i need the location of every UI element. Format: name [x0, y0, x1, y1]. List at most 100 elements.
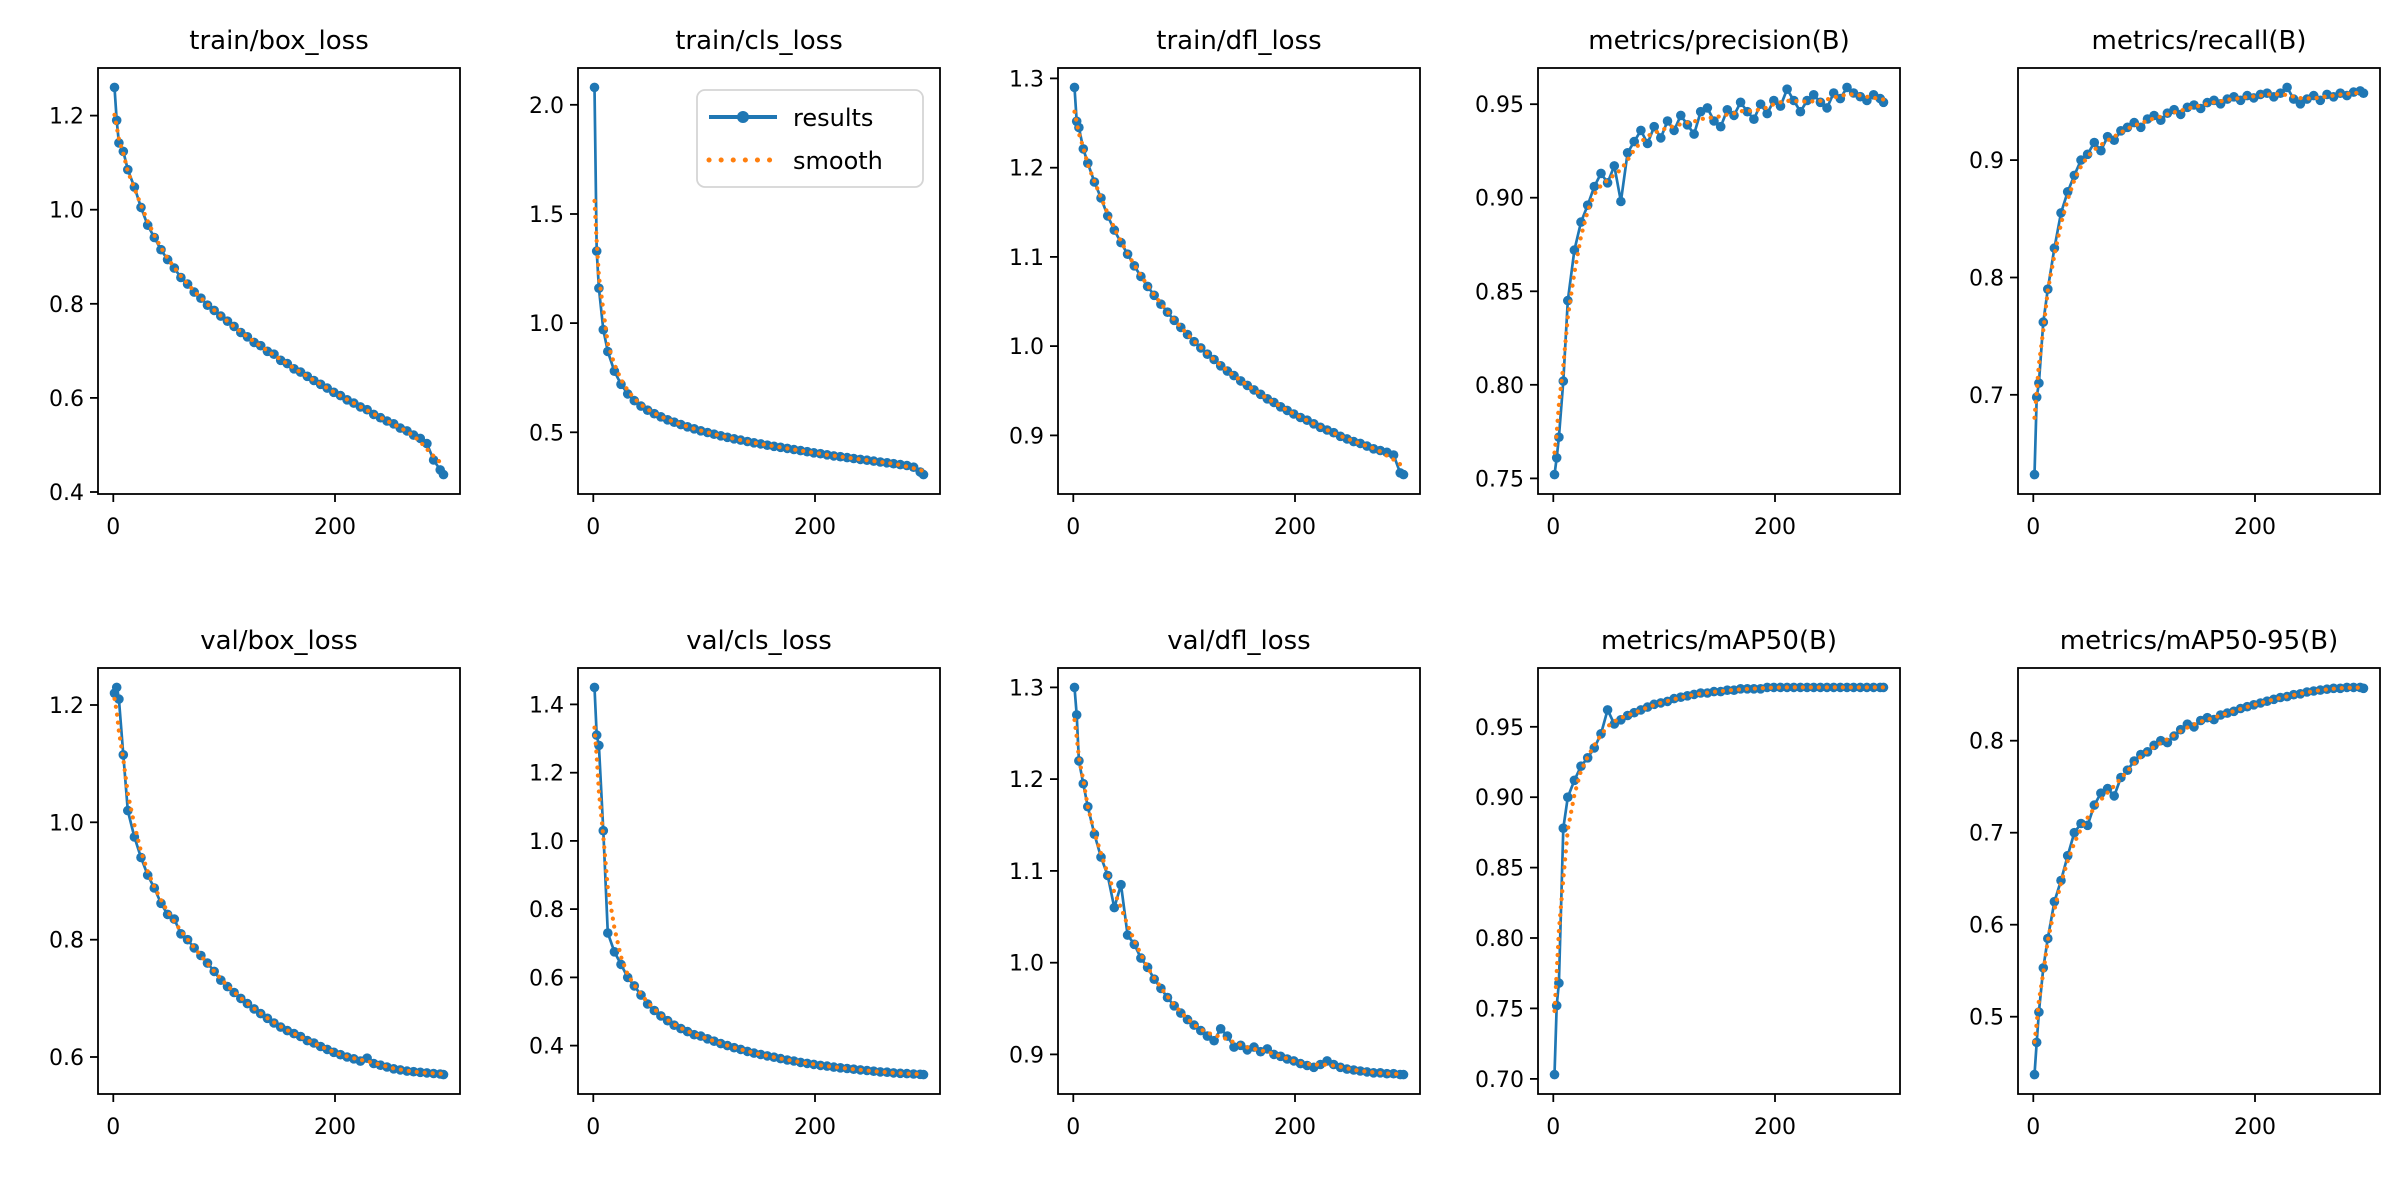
plot-border	[97, 667, 461, 1095]
y-tick-label: 0.6	[49, 1046, 84, 1071]
y-tick-label: 0.9	[1009, 1043, 1044, 1068]
y-tick-label: 0.8	[529, 898, 564, 923]
metrics-precision-chart: 0.75 0.80 0.85 0.90 0.95 0 200	[1475, 67, 1901, 540]
y-tick-label: 0.5	[1969, 1006, 2004, 1031]
y-tick-label: 1.1	[1009, 246, 1044, 271]
plot-border	[1057, 667, 1421, 1095]
y-tick-label: 1.2	[49, 105, 84, 130]
y-tick-label: 0.90	[1475, 187, 1524, 212]
plot-border	[577, 667, 941, 1095]
x-tick-label: 200	[1274, 1115, 1316, 1140]
results-markers	[109, 82, 449, 480]
x-tick-label: 200	[314, 515, 356, 540]
y-tick-label: 1.0	[529, 830, 564, 855]
x-tick-label: 200	[314, 1115, 356, 1140]
x-tick-label: 0	[586, 1115, 600, 1140]
y-tick-label: 0.75	[1475, 467, 1524, 492]
y-tick-label: 0.6	[529, 966, 564, 991]
y-tick-label: 0.5	[529, 421, 564, 446]
y-tick-label: 1.2	[49, 694, 84, 719]
x-tick-label: 0	[586, 515, 600, 540]
results-markers	[109, 682, 449, 1080]
y-tick-label: 0.8	[1969, 730, 2004, 755]
smooth-line	[112, 696, 446, 1077]
val-box-loss-chart: 0.6 0.8 1.0 1.2 0 200	[49, 667, 461, 1140]
x-tick-label: 200	[1754, 515, 1796, 540]
chart-cell-train-dfl-loss: train/dfl_loss 0.9 1.0 1.1 1.2 1.3 0 200	[960, 0, 1440, 600]
x-tick-label: 200	[1274, 515, 1316, 540]
y-tick-label: 1.2	[1009, 768, 1044, 793]
smooth-line	[592, 198, 926, 474]
x-tick-label: 0	[106, 1115, 120, 1140]
smooth-line	[1552, 92, 1886, 455]
x-tick-label: 0	[2026, 1115, 2040, 1140]
plot-border	[2017, 67, 2381, 495]
chart-cell-val-box-loss: val/box_loss 0.6 0.8 1.0 1.2 0 200	[0, 600, 480, 1200]
x-tick-label: 0	[1546, 1115, 1560, 1140]
y-tick-label: 0.8	[49, 293, 84, 318]
y-tick-label: 0.90	[1475, 786, 1524, 811]
y-tick-label: 0.80	[1475, 927, 1524, 952]
y-tick-label: 0.8	[1969, 267, 2004, 292]
x-tick-label: 0	[1066, 1115, 1080, 1140]
x-tick-label: 200	[1754, 1115, 1796, 1140]
y-tick-label: 1.0	[49, 199, 84, 224]
results-line	[593, 687, 924, 1076]
train-cls-loss-chart: 0.5 1.0 1.5 2.0 0 200 results smooth	[529, 67, 941, 540]
y-tick-label: 0.7	[1969, 384, 2004, 409]
results-markers	[589, 682, 929, 1080]
smooth-line	[2032, 685, 2366, 1044]
y-tick-label: 1.0	[529, 312, 564, 337]
results-markers	[2029, 682, 2369, 1080]
results-markers	[2029, 82, 2369, 480]
results-markers	[1069, 82, 1409, 480]
y-tick-label: 1.3	[1009, 676, 1044, 701]
chart-cell-metrics-map50: metrics/mAP50(B) 0.70 0.75 0.80 0.85 0.90 0.9…	[1440, 600, 1920, 1200]
x-tick-label: 0	[106, 515, 120, 540]
y-tick-label: 1.2	[1009, 157, 1044, 182]
legend-results-marker	[737, 111, 749, 123]
chart-title: train/dfl_loss	[1156, 26, 1322, 56]
x-tick-label: 200	[2234, 515, 2276, 540]
legend: results smooth	[696, 89, 924, 188]
results-markers	[1549, 82, 1889, 480]
y-tick-label: 0.75	[1475, 997, 1524, 1022]
legend-box	[696, 89, 924, 188]
legend-smooth-label: smooth	[793, 147, 883, 175]
plot-border	[1537, 67, 1901, 495]
results-line	[1073, 87, 1405, 476]
y-tick-label: 0.9	[1009, 424, 1044, 449]
y-tick-label: 0.7	[1969, 822, 2004, 847]
train-box-loss-chart: 0.4 0.6 0.8 1.0 1.2 0 200	[49, 67, 461, 540]
x-tick-label: 0	[1066, 515, 1080, 540]
plot-border	[2017, 667, 2381, 1095]
results-line	[1553, 686, 1884, 1075]
smooth-line	[1072, 717, 1406, 1077]
chart-title: val/box_loss	[200, 626, 358, 656]
chart-cell-train-cls-loss: train/cls_loss 0.5 1.0 1.5 2.0 0 200 results sm…	[480, 0, 960, 600]
metrics-map50-95-chart: 0.5 0.6 0.7 0.8 0 200	[1969, 667, 2381, 1140]
x-tick-label: 200	[794, 1115, 836, 1140]
chart-cell-train-box-loss: train/box_loss 0.4 0.6 0.8 1.0 1.2 0 200	[0, 0, 480, 600]
y-tick-label: 1.0	[1009, 335, 1044, 360]
y-tick-label: 0.9	[1969, 149, 2004, 174]
results-line	[2033, 85, 2365, 475]
y-tick-label: 1.0	[49, 811, 84, 836]
chart-cell-val-cls-loss: val/cls_loss 0.4 0.6 0.8 1.0 1.2 1.4 0 200	[480, 600, 960, 1200]
smooth-line	[1552, 685, 1886, 1014]
plot-border	[97, 67, 461, 495]
y-tick-label: 0.8	[49, 929, 84, 954]
val-dfl-loss-chart: 0.9 1.0 1.1 1.2 1.3 0 200	[1009, 667, 1421, 1140]
results-line	[2033, 686, 2364, 1075]
chart-title: train/box_loss	[189, 26, 369, 56]
legend-results-label: results	[793, 104, 873, 132]
results-line	[1553, 85, 1885, 475]
smooth-line	[2032, 90, 2366, 420]
y-tick-label: 0.95	[1475, 93, 1524, 118]
y-tick-label: 0.95	[1475, 716, 1524, 741]
results-markers	[1549, 682, 1889, 1080]
chart-cell-metrics-map50-95: metrics/mAP50-95(B) 0.5 0.6 0.7 0.8 0 200	[1920, 600, 2400, 1200]
chart-cell-metrics-recall: metrics/recall(B) 0.7 0.8 0.9 0 200	[1920, 0, 2400, 600]
chart-title: metrics/precision(B)	[1588, 26, 1850, 56]
chart-cell-val-dfl-loss: val/dfl_loss 0.9 1.0 1.1 1.2 1.3 0 200	[960, 600, 1440, 1200]
